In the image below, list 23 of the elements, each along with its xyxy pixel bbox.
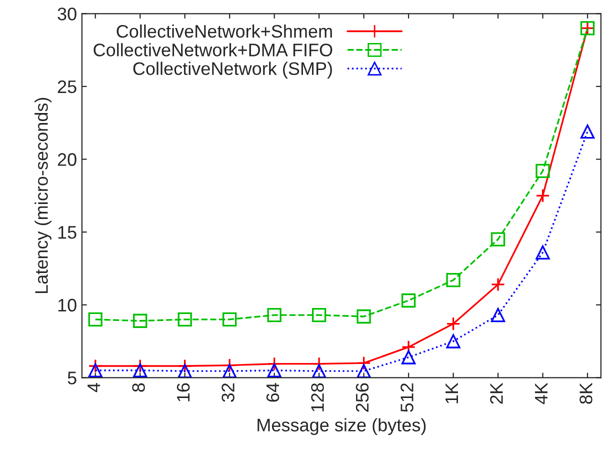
x-tick-label: 4K	[535, 382, 548, 404]
y-tick-label: 30	[58, 8, 76, 20]
y-tick-label: 20	[58, 153, 76, 166]
x-tick-label: 32	[222, 383, 234, 402]
x-axis-title: Message size (bytes)	[258, 418, 426, 436]
y-tick-label: 15	[58, 226, 76, 239]
y-axis-title: Latency (micro-seconds)	[34, 98, 52, 293]
x-tick-label: 64	[266, 383, 280, 402]
legend-label: CollectiveNetwork+DMA FIFO	[94, 43, 332, 56]
x-tick-label: 512	[400, 383, 414, 412]
x-tick-label: 256	[356, 383, 369, 412]
y-tick-label: 5	[68, 372, 76, 384]
y-tick-label: 10	[58, 298, 76, 312]
y-tick-label: 25	[58, 80, 76, 94]
x-tick-label: 8	[132, 383, 145, 392]
x-tick-label: 4	[88, 383, 100, 392]
legend-label: CollectiveNetwork+Shmem	[116, 24, 332, 38]
x-tick-label: 1K	[446, 382, 458, 404]
legend-label: CollectiveNetwork (SMP)	[133, 62, 332, 79]
x-tick-label: 8K	[580, 382, 592, 404]
x-tick-label: 128	[311, 383, 324, 412]
x-tick-label: 16	[176, 383, 190, 402]
x-tick-label: 2K	[490, 382, 503, 404]
